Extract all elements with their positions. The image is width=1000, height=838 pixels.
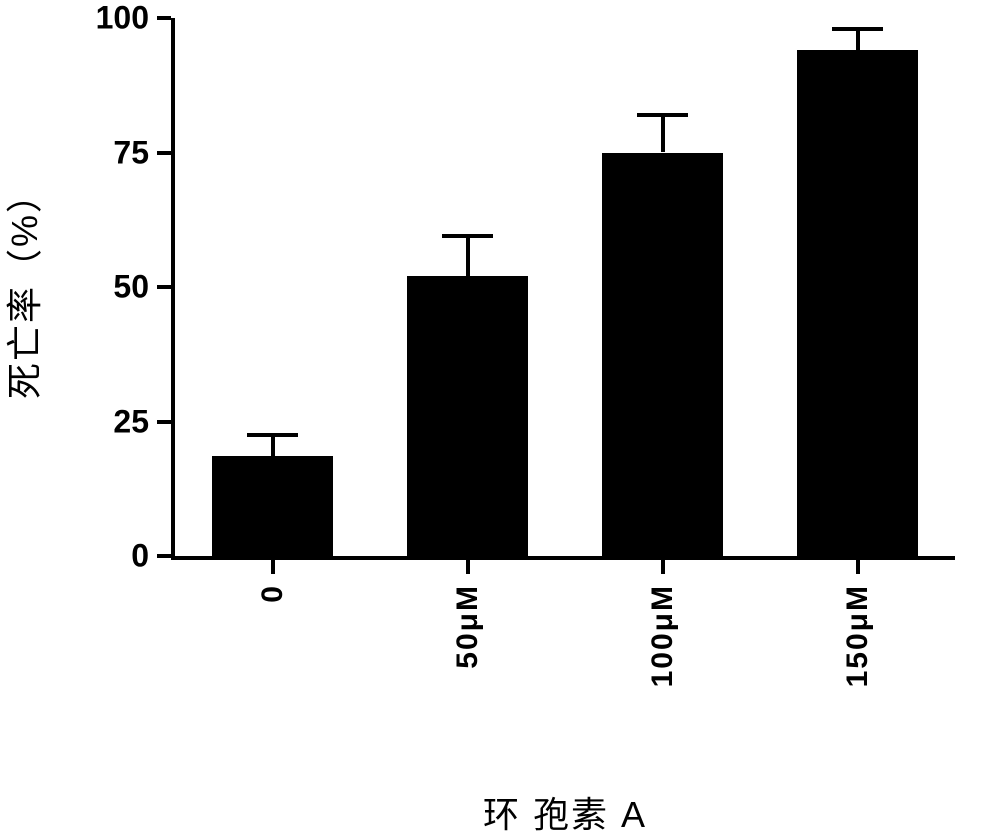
error-bar-cap (637, 113, 688, 117)
y-tick (157, 151, 171, 155)
y-tick-label: 75 (0, 134, 149, 171)
bar (797, 50, 918, 556)
y-tick-label: 50 (0, 269, 149, 306)
x-tick (271, 560, 275, 574)
y-tick (157, 16, 171, 20)
error-bar-stem (466, 236, 470, 276)
x-axis-title: 环 孢素 A (175, 786, 955, 838)
x-axis-line (171, 556, 955, 560)
error-bar-cap (247, 433, 298, 437)
y-tick-label: 25 (0, 403, 149, 440)
bar (602, 153, 723, 557)
error-bar-stem (856, 29, 860, 51)
error-bar-stem (271, 435, 275, 457)
y-tick-label: 100 (0, 0, 149, 37)
bar (212, 456, 333, 556)
x-category-label: 0 (256, 584, 290, 603)
y-tick (157, 420, 171, 424)
y-tick (157, 554, 171, 558)
x-tick (661, 560, 665, 574)
error-bar-cap (442, 234, 493, 238)
y-tick-label: 0 (0, 538, 149, 575)
x-tick (856, 560, 860, 574)
error-bar-cap (832, 27, 883, 31)
x-tick (466, 560, 470, 574)
y-axis-line (171, 18, 175, 560)
error-bar-stem (661, 115, 665, 153)
x-category-label: 100μM (646, 584, 680, 687)
bar (407, 276, 528, 556)
y-tick (157, 285, 171, 289)
x-category-label: 50μM (451, 584, 485, 669)
bar-chart: 死亡率（%） 环 孢素 A 0255075100050μM100μM150μM (0, 0, 1000, 836)
x-category-label: 150μM (841, 584, 875, 687)
